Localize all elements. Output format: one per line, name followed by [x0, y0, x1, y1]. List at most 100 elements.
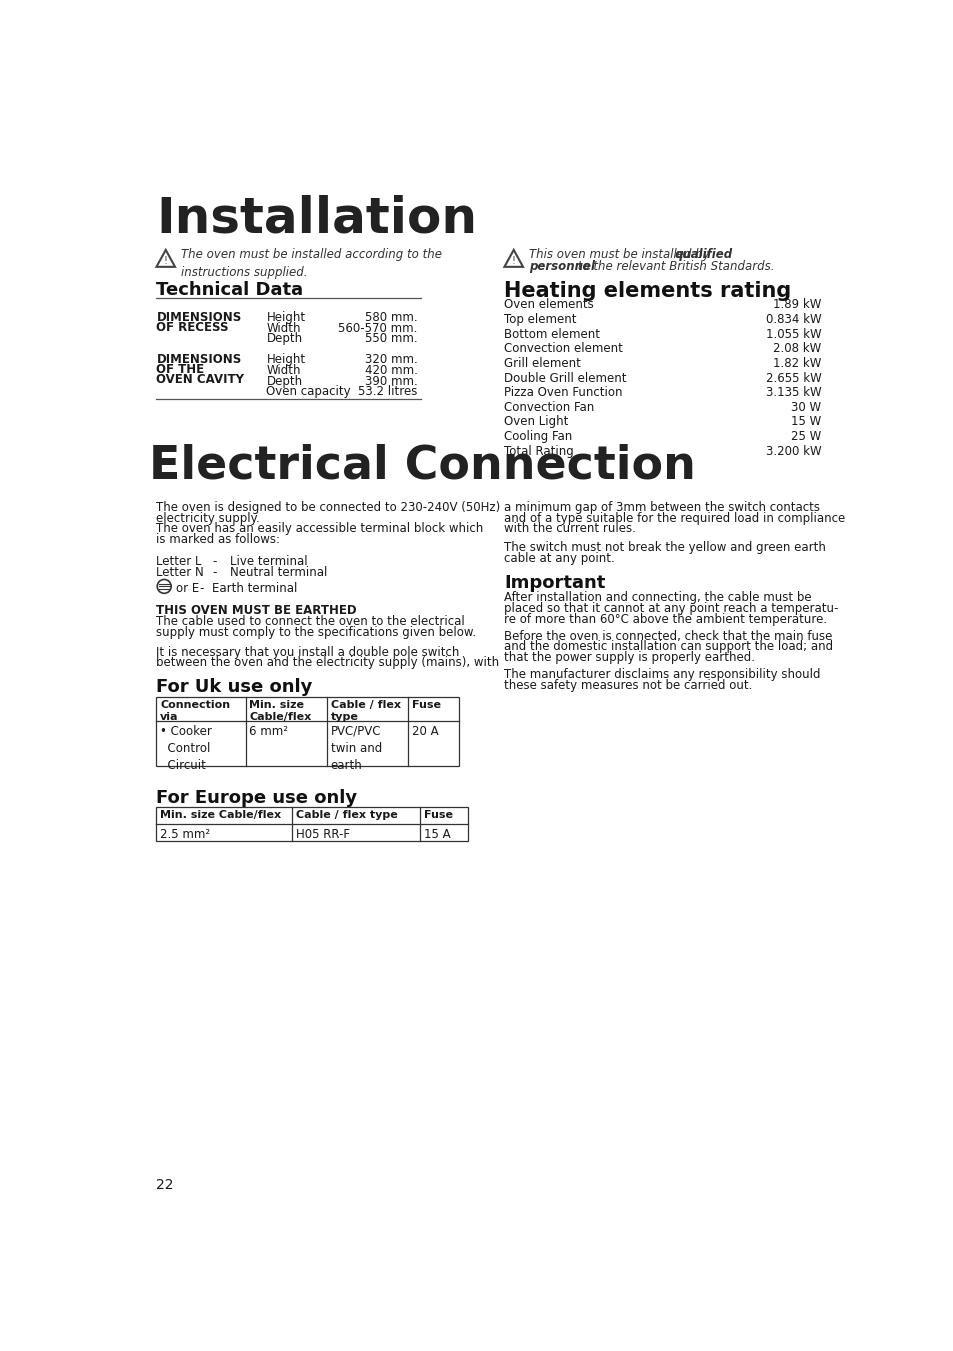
Text: For Europe use only: For Europe use only — [156, 789, 357, 807]
Text: supply must comply to the specifications given below.: supply must comply to the specifications… — [156, 626, 476, 639]
Text: DIMENSIONS: DIMENSIONS — [156, 311, 241, 324]
Text: Fuse: Fuse — [412, 700, 440, 709]
Text: that the power supply is properly earthed.: that the power supply is properly earthe… — [504, 651, 755, 665]
Text: Top element: Top element — [504, 313, 577, 326]
Text: Grill element: Grill element — [504, 357, 580, 370]
Text: Live terminal: Live terminal — [230, 555, 308, 567]
Text: The switch must not break the yellow and green earth: The switch must not break the yellow and… — [504, 540, 825, 554]
Text: and of a type suitable for the required load in compliance: and of a type suitable for the required … — [504, 512, 844, 524]
Text: Letter L: Letter L — [156, 555, 202, 567]
Text: 3.135 kW: 3.135 kW — [765, 386, 821, 399]
Text: Electrical Connection: Electrical Connection — [149, 443, 695, 488]
Text: -: - — [212, 566, 216, 580]
Text: • Cooker
  Control
  Circuit: • Cooker Control Circuit — [160, 725, 212, 771]
Text: Double Grill element: Double Grill element — [504, 372, 626, 385]
Text: THIS OVEN MUST BE EARTHED: THIS OVEN MUST BE EARTHED — [156, 604, 356, 617]
Text: Cooling Fan: Cooling Fan — [504, 430, 572, 443]
Text: Technical Data: Technical Data — [156, 281, 303, 300]
Text: It is necessary that you install a double pole switch: It is necessary that you install a doubl… — [156, 646, 459, 659]
Text: !: ! — [164, 257, 168, 266]
Text: Connection
via: Connection via — [160, 700, 231, 721]
Text: cable at any point.: cable at any point. — [504, 551, 615, 565]
Text: re of more than 60°C above the ambient temperature.: re of more than 60°C above the ambient t… — [504, 612, 826, 626]
Text: Oven elements: Oven elements — [504, 299, 594, 312]
Text: OF THE: OF THE — [156, 363, 204, 376]
Bar — [156, 697, 458, 766]
Text: Total Rating: Total Rating — [504, 444, 574, 458]
Text: 25 W: 25 W — [790, 430, 821, 443]
Text: Bottom element: Bottom element — [504, 328, 599, 340]
Text: Earth terminal: Earth terminal — [212, 582, 297, 594]
Text: personnel: personnel — [529, 259, 595, 273]
Text: -: - — [212, 555, 216, 567]
Text: to the relevant British Standards.: to the relevant British Standards. — [574, 259, 774, 273]
Text: After installation and connecting, the cable must be: After installation and connecting, the c… — [504, 590, 811, 604]
Text: and the domestic installation can support the load; and: and the domestic installation can suppor… — [504, 640, 833, 654]
Text: -: - — [199, 582, 203, 594]
Text: 550 mm.: 550 mm. — [365, 332, 417, 346]
Text: or E: or E — [175, 582, 199, 594]
Text: is marked as follows:: is marked as follows: — [156, 534, 280, 546]
Text: !: ! — [511, 257, 516, 266]
Text: Width: Width — [266, 363, 301, 377]
Text: OVEN CAVITY: OVEN CAVITY — [156, 373, 244, 386]
Text: 6 mm²: 6 mm² — [249, 725, 288, 738]
Text: Min. size
Cable/flex: Min. size Cable/flex — [249, 700, 312, 721]
Text: Fuse: Fuse — [423, 811, 453, 820]
Text: PVC/PVC
twin and
earth: PVC/PVC twin and earth — [331, 725, 381, 771]
Text: The oven has an easily accessible terminal block which: The oven has an easily accessible termin… — [156, 523, 483, 535]
Text: For Uk use only: For Uk use only — [156, 678, 313, 696]
Text: Depth: Depth — [266, 332, 302, 346]
Text: 2.655 kW: 2.655 kW — [765, 372, 821, 385]
Text: between the oven and the electricity supply (mains), with: between the oven and the electricity sup… — [156, 657, 499, 670]
Text: Letter N: Letter N — [156, 566, 204, 580]
Text: these safety measures not be carried out.: these safety measures not be carried out… — [504, 678, 752, 692]
Text: Installation: Installation — [156, 195, 476, 242]
Text: with the current rules.: with the current rules. — [504, 523, 636, 535]
Text: Oven Light: Oven Light — [504, 416, 568, 428]
Text: H05 RR-F: H05 RR-F — [295, 828, 350, 842]
Text: 390 mm.: 390 mm. — [364, 374, 417, 388]
Text: Convection element: Convection element — [504, 342, 622, 355]
Text: Width: Width — [266, 322, 301, 335]
Text: placed so that it cannot at any point reach a temperatu-: placed so that it cannot at any point re… — [504, 601, 838, 615]
Text: electricity supply.: electricity supply. — [156, 512, 260, 524]
Text: The manufacturer disclaims any responsibility should: The manufacturer disclaims any responsib… — [504, 667, 821, 681]
Bar — [156, 808, 468, 842]
Text: The cable used to connect the oven to the electrical: The cable used to connect the oven to th… — [156, 615, 465, 628]
Text: Pizza Oven Function: Pizza Oven Function — [504, 386, 622, 399]
Text: The oven must be installed according to the
instructions supplied.: The oven must be installed according to … — [181, 249, 442, 278]
Text: 1.89 kW: 1.89 kW — [772, 299, 821, 312]
Text: 320 mm.: 320 mm. — [364, 353, 417, 366]
Text: Convection Fan: Convection Fan — [504, 401, 594, 413]
Text: Height: Height — [266, 311, 305, 324]
Text: 3.200 kW: 3.200 kW — [765, 444, 821, 458]
Text: Cable / flex type: Cable / flex type — [295, 811, 397, 820]
Text: 560-570 mm.: 560-570 mm. — [338, 322, 417, 335]
Text: 22: 22 — [156, 1178, 173, 1192]
Text: 2.08 kW: 2.08 kW — [772, 342, 821, 355]
Text: Important: Important — [504, 574, 605, 592]
Text: 0.834 kW: 0.834 kW — [765, 313, 821, 326]
Text: Before the oven is connected, check that the main fuse: Before the oven is connected, check that… — [504, 630, 832, 643]
Text: Depth: Depth — [266, 374, 302, 388]
Text: This oven must be installed by: This oven must be installed by — [529, 249, 713, 261]
Text: OF RECESS: OF RECESS — [156, 320, 229, 334]
Text: The oven is designed to be connected to 230-240V (50Hz): The oven is designed to be connected to … — [156, 501, 500, 513]
Text: Neutral terminal: Neutral terminal — [230, 566, 327, 580]
Text: 20 A: 20 A — [412, 725, 438, 738]
Text: 15 W: 15 W — [790, 416, 821, 428]
Text: Cable / flex
type: Cable / flex type — [331, 700, 400, 721]
Text: Min. size Cable/flex: Min. size Cable/flex — [160, 811, 281, 820]
Text: 420 mm.: 420 mm. — [364, 363, 417, 377]
Text: 580 mm.: 580 mm. — [365, 311, 417, 324]
Text: DIMENSIONS: DIMENSIONS — [156, 353, 241, 366]
Text: 2.5 mm²: 2.5 mm² — [160, 828, 211, 842]
Text: 15 A: 15 A — [423, 828, 450, 842]
Text: Heating elements rating: Heating elements rating — [504, 281, 791, 301]
Text: 53.2 litres: 53.2 litres — [358, 385, 417, 399]
Text: 1.055 kW: 1.055 kW — [765, 328, 821, 340]
Text: 1.82 kW: 1.82 kW — [772, 357, 821, 370]
Text: 30 W: 30 W — [790, 401, 821, 413]
Text: a minimum gap of 3mm between the switch contacts: a minimum gap of 3mm between the switch … — [504, 501, 820, 513]
